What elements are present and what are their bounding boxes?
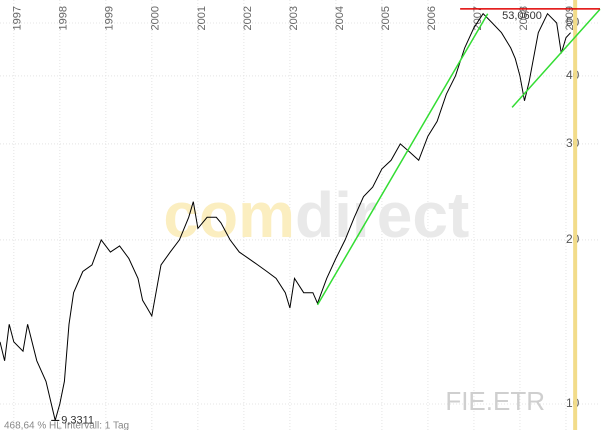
resistance-label: 53,0600 xyxy=(502,10,542,22)
x-tick-label: 2005 xyxy=(380,6,392,30)
x-tick-label: 2004 xyxy=(334,6,346,30)
x-tick-label: 2008 xyxy=(518,6,530,30)
x-tick-label: 2000 xyxy=(150,6,162,30)
x-tick-label: 2009 xyxy=(564,6,576,30)
y-tick-label: 10 xyxy=(566,396,580,410)
y-tick-label: 40 xyxy=(566,68,580,82)
x-tick-label: 2006 xyxy=(426,6,438,30)
current-date-band xyxy=(573,0,578,430)
footer: 468,64 % HL Intervall: 1 Tag xyxy=(4,421,129,430)
y-tick-label: 20 xyxy=(566,232,580,246)
low-label: 9,3311 xyxy=(61,414,94,426)
x-tick-label: 2001 xyxy=(196,6,208,30)
trend-line xyxy=(511,8,601,108)
x-tick-label: 1997 xyxy=(12,6,24,30)
trend-line xyxy=(316,13,489,306)
x-tick-label: 2002 xyxy=(242,6,254,30)
y-tick-label: 30 xyxy=(566,136,580,150)
symbol: FIE.ETR xyxy=(445,386,545,416)
watermark-direct: direct xyxy=(295,179,469,251)
x-tick-label: 1999 xyxy=(104,6,116,30)
watermark-com: com xyxy=(163,179,295,251)
x-tick-label: 1998 xyxy=(58,6,70,30)
price-line xyxy=(0,12,571,421)
x-tick-label: 2003 xyxy=(288,6,300,30)
